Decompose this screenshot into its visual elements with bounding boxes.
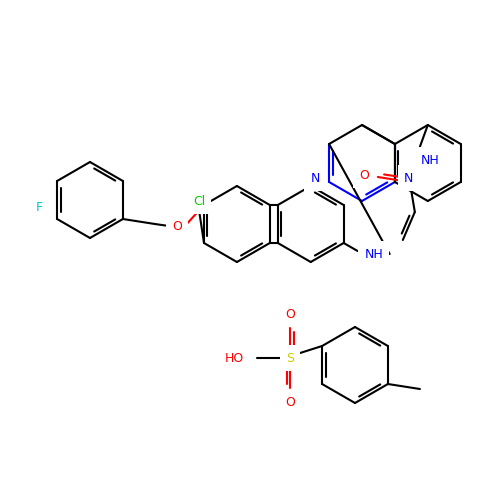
- Text: N: N: [404, 171, 413, 184]
- Text: S: S: [286, 352, 294, 365]
- Text: HO: HO: [225, 352, 244, 365]
- Text: O: O: [285, 308, 295, 320]
- Text: N: N: [310, 171, 320, 184]
- Text: F: F: [35, 201, 43, 214]
- Text: O: O: [172, 219, 182, 232]
- Text: O: O: [285, 396, 295, 409]
- Text: Cl: Cl: [193, 194, 205, 207]
- Text: NH: NH: [364, 248, 383, 261]
- Text: O: O: [359, 169, 369, 182]
- Text: NH: NH: [421, 153, 439, 167]
